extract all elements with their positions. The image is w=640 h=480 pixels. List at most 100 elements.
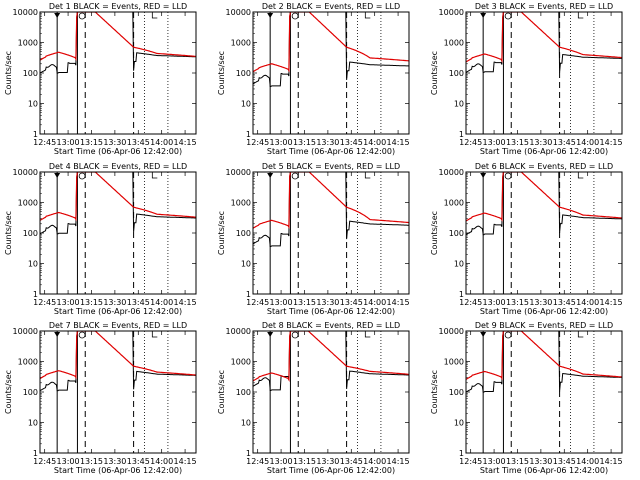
y-tick-label: 1 — [246, 449, 251, 458]
x-tick-label: 13:15 — [506, 457, 529, 466]
detector-chart-8: Det 8 BLACK = Events, RED = LLD 1 10 100 100… — [217, 321, 410, 475]
lld-series-line — [466, 331, 622, 381]
event-marker-symbol — [267, 173, 274, 178]
event-marker-symbol — [504, 331, 512, 339]
x-axis-label: Start Time (06-Apr-06 12:42:00) — [480, 147, 608, 156]
detector-chart-2: Det 2 BLACK = Events, RED = LLD 1 10 100 100… — [217, 2, 410, 156]
y-tick-label: 10 — [454, 260, 464, 269]
y-tick-label: 10000 — [13, 168, 38, 177]
x-axis-label: Start Time (06-Apr-06 12:42:00) — [267, 466, 395, 475]
y-tick-label: 100 — [23, 69, 38, 78]
y-tick-label: 10000 — [226, 8, 251, 17]
x-tick-label: 14:15 — [174, 457, 197, 466]
x-tick-label: 13:45 — [553, 298, 576, 307]
plot-frame — [465, 11, 623, 135]
event-marker-symbol — [267, 13, 274, 18]
y-tick-label: 100 — [23, 388, 38, 397]
lld-series-line — [253, 12, 409, 73]
y-tick-label: 100 — [236, 69, 251, 78]
x-tick-label: 13:45 — [553, 457, 576, 466]
event-marker-symbol — [364, 331, 371, 338]
y-tick-label: 100 — [449, 69, 464, 78]
x-tick-label: 12:45 — [459, 298, 482, 307]
plot-frame — [39, 171, 197, 295]
chart-title: Det 8 BLACK = Events, RED = LLD — [262, 321, 400, 330]
detector-chart-9: Det 9 BLACK = Events, RED = LLD 1 10 100 100… — [430, 321, 623, 475]
y-tick-label: 1000 — [18, 199, 38, 208]
y-tick-label: 1000 — [444, 199, 464, 208]
y-tick-label: 1 — [246, 130, 251, 139]
lld-series-line — [466, 12, 622, 63]
x-tick-label: 13:45 — [340, 457, 363, 466]
y-tick-label: 1000 — [18, 39, 38, 48]
x-tick-label: 13:00 — [270, 457, 293, 466]
event-marker-symbol — [577, 331, 584, 338]
chart-title: Det 2 BLACK = Events, RED = LLD — [262, 2, 400, 11]
x-tick-label: 14:00 — [363, 457, 386, 466]
x-axis-label: Start Time (06-Apr-06 12:42:00) — [267, 307, 395, 316]
x-tick-label: 13:15 — [506, 138, 529, 147]
y-tick-label: 10 — [454, 100, 464, 109]
lld-series-line — [253, 172, 409, 230]
x-tick-label: 14:15 — [600, 138, 623, 147]
y-axis-label: Counts/sec — [4, 51, 13, 95]
event-marker-symbol — [151, 172, 158, 179]
x-tick-label: 13:00 — [270, 138, 293, 147]
events-series-line — [40, 331, 196, 392]
y-axis-label: Counts/sec — [4, 211, 13, 255]
x-tick-label: 13:30 — [103, 298, 126, 307]
events-series-line — [40, 172, 196, 235]
x-tick-label: 13:00 — [57, 298, 80, 307]
chart-title: Det 4 BLACK = Events, RED = LLD — [49, 162, 187, 171]
y-tick-label: 10 — [241, 419, 251, 428]
x-tick-label: 12:45 — [459, 138, 482, 147]
y-tick-label: 100 — [449, 388, 464, 397]
x-tick-label: 13:30 — [316, 138, 339, 147]
y-tick-label: 1 — [33, 130, 38, 139]
chart-title: Det 3 BLACK = Events, RED = LLD — [475, 2, 613, 11]
y-tick-label: 1000 — [231, 199, 251, 208]
x-tick-label: 12:45 — [246, 457, 269, 466]
event-marker-symbol — [291, 12, 299, 20]
x-tick-label: 13:15 — [80, 138, 103, 147]
x-tick-label: 14:15 — [387, 298, 410, 307]
event-marker-symbol — [364, 12, 371, 19]
y-axis-label: Counts/sec — [430, 51, 439, 95]
y-axis-label: Counts/sec — [430, 211, 439, 255]
event-marker-symbol — [577, 172, 584, 179]
chart-title: Det 9 BLACK = Events, RED = LLD — [475, 321, 613, 330]
x-tick-label: 14:00 — [363, 298, 386, 307]
event-marker-symbol — [78, 331, 86, 339]
plot-frame — [252, 171, 410, 295]
events-series-line — [466, 331, 622, 393]
x-tick-label: 13:45 — [553, 138, 576, 147]
y-tick-label: 10 — [28, 100, 38, 109]
x-tick-label: 12:45 — [33, 457, 56, 466]
y-axis-label: Counts/sec — [217, 211, 226, 255]
chart-title: Det 5 BLACK = Events, RED = LLD — [262, 162, 400, 171]
events-series-line — [466, 12, 622, 73]
chart-title: Det 7 BLACK = Events, RED = LLD — [49, 321, 187, 330]
event-marker-symbol — [480, 13, 487, 18]
x-tick-label: 13:15 — [293, 457, 316, 466]
y-tick-label: 10000 — [439, 168, 464, 177]
x-tick-label: 14:15 — [387, 138, 410, 147]
y-tick-label: 10 — [28, 260, 38, 269]
event-marker-symbol — [480, 173, 487, 178]
y-tick-label: 1 — [459, 449, 464, 458]
y-tick-label: 10000 — [439, 8, 464, 17]
y-axis-label: Counts/sec — [4, 370, 13, 414]
x-axis-label: Start Time (06-Apr-06 12:42:00) — [54, 466, 182, 475]
plot-frame — [252, 330, 410, 454]
lld-series-line — [40, 172, 196, 222]
y-tick-label: 1000 — [231, 358, 251, 367]
y-axis-label: Counts/sec — [217, 51, 226, 95]
x-tick-label: 12:45 — [33, 138, 56, 147]
event-marker-symbol — [577, 12, 584, 19]
x-tick-label: 13:30 — [529, 457, 552, 466]
x-tick-label: 13:30 — [103, 457, 126, 466]
event-marker-symbol — [78, 12, 86, 20]
x-axis-label: Start Time (06-Apr-06 12:42:00) — [480, 307, 608, 316]
x-tick-label: 13:00 — [57, 138, 80, 147]
y-tick-label: 10000 — [13, 8, 38, 17]
